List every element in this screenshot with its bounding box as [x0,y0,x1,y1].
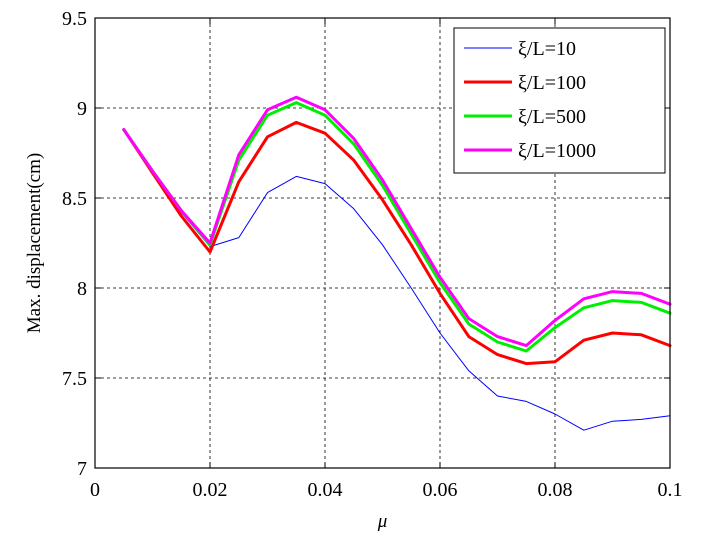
series-line-1 [123,129,671,431]
y-tick-label: 9.5 [62,8,87,30]
x-tick-label: 0.02 [193,479,228,501]
y-tick-label: 8 [77,278,87,300]
x-axis-ticks: 0 0.02 0.04 0.06 0.08 0.1 [90,18,683,501]
series-line-2 [122,120,672,366]
y-tick-label: 7 [77,458,87,480]
series-line-4 [122,95,672,348]
legend: ξ/L=10 ξ/L=100 ξ/L=500 ξ/L=1000 [453,27,666,174]
y-axis-ticks: 7 7.5 8 8.5 9 9.5 [62,8,670,480]
y-tick-label: 7.5 [62,368,87,390]
legend-label-2: ξ/L=100 [518,72,586,94]
legend-label-3: ξ/L=500 [518,106,586,128]
y-axis-label: Max. displacement(cm) [24,153,45,333]
x-tick-label: 0.1 [658,479,683,501]
x-tick-label: 0.06 [423,479,458,501]
legend-label-1: ξ/L=10 [518,38,576,60]
y-tick-label: 9 [77,98,87,120]
series-group [122,95,672,431]
x-tick-label: 0.04 [308,479,343,501]
plot-frame [94,17,671,469]
y-tick-label: 8.5 [62,188,87,210]
x-tick-label: 0.08 [538,479,573,501]
x-tick-label: 0 [90,479,100,501]
legend-label-4: ξ/L=1000 [518,140,596,162]
x-axis-label: μ [377,511,388,532]
